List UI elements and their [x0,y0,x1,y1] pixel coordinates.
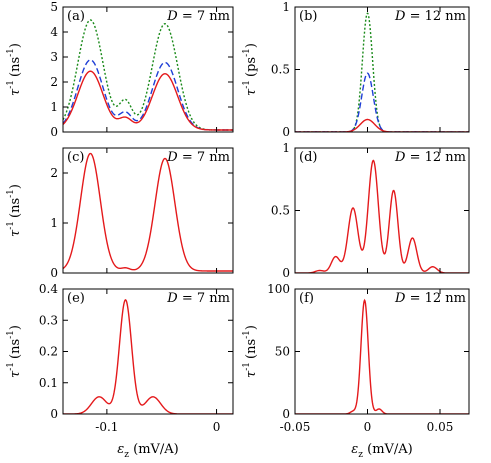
series-blue-line [295,72,469,132]
plot-frame [294,288,470,415]
y-tick-label: 5 [50,0,58,14]
y-axis-label: τ-1(ps-1) [242,43,259,96]
series-red-line [295,298,469,414]
series-red-line [63,152,233,272]
y-axis-label: τ-1(ns-1) [6,43,23,96]
x-axis-label: εz (mV/A) [351,442,413,460]
y-tick-label: 3 [50,50,58,64]
plot-frame [62,288,234,415]
panel-label: (d) [299,150,317,165]
plot-frame [62,147,234,274]
series-red-line [63,70,233,131]
size-annotation: D = 12 nm [394,9,466,24]
y-tick-label: 1 [50,216,58,230]
panel-e: 0 0.1 0.2 0.3 0.4 -0.1 0 (e) D = 7 nm τ-1(ns-1) εz… [6,282,234,460]
panel-d: 0 0.5 1 (d) D = 12 nm [271,141,470,280]
x-tick-label: 0.05 [427,420,454,434]
x-tick-label: -0.05 [280,420,311,434]
x-tick-label: 0 [364,420,372,434]
y-tick-label: 1 [282,141,290,155]
y-tick-label: 0 [50,407,58,421]
size-annotation: D = 7 nm [166,291,230,306]
y-tick-label: 0.4 [39,282,58,296]
series-red-line [295,159,469,273]
y-tick-label: 0.3 [39,313,58,327]
series-blue-line [63,59,233,131]
plot-frame [294,6,470,133]
y-tick-label: 0.1 [39,376,58,390]
y-tick-label: 0 [282,266,290,280]
y-tick-label: 0 [282,407,290,421]
panel-b: 0 0.5 1 (b) D = 12 nm τ-1(ps-1) [242,0,470,139]
y-tick-label: 2 [50,166,58,180]
plot-frame [62,6,234,133]
panel-a: 0 1 2 3 4 5 (a) D = 7 nm τ-1(ns-1) [6,0,234,139]
x-tick-label: -0.1 [95,420,118,434]
y-tick-label: 0.5 [271,63,290,77]
y-tick-label: 0.5 [271,204,290,218]
series-red-line [295,118,469,132]
y-tick-label: 0.2 [39,345,58,359]
panel-label: (e) [67,291,85,306]
series-green-line [295,12,469,132]
y-axis-label: τ-1(ns-1) [6,325,23,378]
series-red-line [63,299,233,414]
size-annotation: D = 12 nm [394,150,466,165]
plot-frame [294,147,470,274]
y-tick-label: 50 [275,345,290,359]
panel-label: (a) [67,9,85,24]
y-tick-label: 0 [50,266,58,280]
y-tick-label: 4 [50,25,58,39]
x-axis-label: εz (mV/A) [117,442,179,460]
panel-label: (f) [299,291,314,306]
panel-label: (c) [67,150,84,165]
size-annotation: D = 7 nm [166,150,230,165]
size-annotation: D = 7 nm [166,9,230,24]
series-green-line [63,19,233,131]
y-tick-label: 1 [282,0,290,14]
y-axis-label: τ-1(ns-1) [242,325,259,378]
y-tick-label: 0 [282,125,290,139]
y-tick-label: 1 [50,100,58,114]
y-tick-label: 100 [267,282,290,296]
panel-label: (b) [299,9,317,24]
panel-c: 0 1 2 (c) D = 7 nm τ-1(ns-1) [6,147,234,280]
y-tick-label: 2 [50,75,58,89]
y-axis-label: τ-1(ns-1) [6,184,23,237]
size-annotation: D = 12 nm [394,291,466,306]
x-tick-label: 0 [213,420,221,434]
y-tick-label: 0 [50,125,58,139]
